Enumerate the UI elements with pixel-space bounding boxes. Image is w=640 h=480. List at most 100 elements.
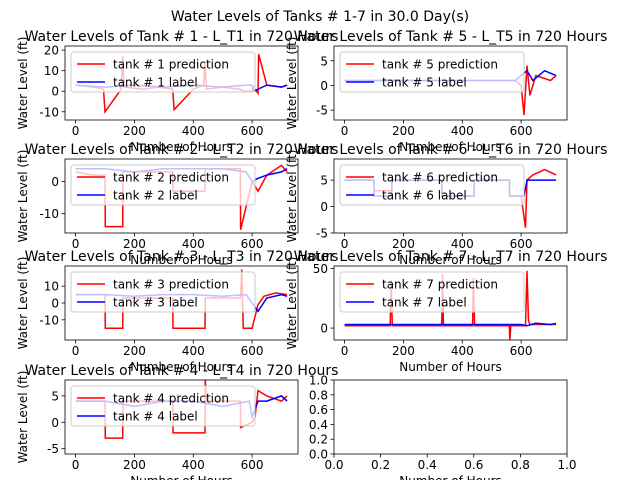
legend-label: tank # 1 prediction [113,58,229,72]
y-tick-label: 0.8 [309,388,328,402]
x-tick-label: 600 [510,344,533,358]
y-tick-label: 10 [44,64,59,78]
legend-label: tank # 7 label [382,296,467,310]
x-axis-label: Number of Hours [130,253,233,267]
x-tick-label: 0 [341,237,349,251]
legend-label: tank # 4 label [113,410,198,424]
x-tick-label: 0 [72,124,80,138]
subplot-title: Water Levels of Tank # 4 - L_T4 in 720 H… [25,363,339,379]
legend-box [70,385,256,427]
y-tick-label: -10 [39,207,59,221]
x-tick-label: 200 [123,344,146,358]
y-tick-label: 0 [320,79,328,93]
y-tick-label: -5 [47,442,59,456]
y-tick-label: 0 [51,297,59,311]
y-axis-label: Water Level (ft) [16,37,30,130]
legend-label: tank # 7 prediction [382,278,498,292]
y-tick-label: 0 [51,416,59,430]
x-tick-label: 400 [451,344,474,358]
x-axis-label: Number of Hours [399,253,502,267]
figure-suptitle: Water Levels of Tanks # 1-7 in 30.0 Day(… [171,9,469,25]
x-tick-label: 200 [123,237,146,251]
x-tick-label: 600 [510,237,533,251]
axes-frame [64,45,299,121]
y-tick-label: 20 [44,44,59,58]
x-tick-label: 600 [241,344,264,358]
x-tick-label: 0 [72,458,80,472]
legend-label: tank # 3 prediction [113,278,229,292]
subplot-2: tank # 5 prediction tank # 5 label 0 200 400… [285,29,607,154]
y-tick-label: 0 [320,200,328,214]
y-tick-label: 0 [51,85,59,99]
subplot-3: tank # 2 prediction tank # 2 label 0 200 400… [16,142,338,267]
x-tick-label: 400 [182,237,205,251]
axes-frame [333,45,568,121]
y-tick-label: -5 [316,104,328,118]
x-tick-label: 0 [341,124,349,138]
y-tick-label: 1.0 [309,374,328,388]
y-tick-label: 10 [44,280,59,294]
series-line-label [344,322,557,327]
y-tick-label: 0.2 [309,433,328,447]
x-axis-label: Number of Hours [399,360,502,374]
axes-frame [333,379,568,455]
x-tick-label: 0.2 [371,458,390,472]
subplot-6: tank # 7 prediction tank # 7 label 0 200 400… [285,249,607,374]
x-tick-label: 600 [241,237,264,251]
x-tick-label: 200 [392,237,415,251]
subplot-title: Water Levels of Tank # 7 - L_T7 in 720 H… [294,249,608,265]
subplot-title: Water Levels of Tank # 6 - L_T6 in 720 H… [294,142,608,158]
legend-label: tank # 3 label [113,296,198,310]
x-tick-label: 400 [451,237,474,251]
x-axis-label: Number of Hours [130,360,233,374]
y-tick-label: 5 [320,54,328,68]
series-line-prediction [75,269,288,329]
subplot-title: Water Levels of Tank # 2 - L_T2 in 720 H… [25,142,339,158]
x-tick-label: 400 [182,124,205,138]
x-tick-label: 0.4 [418,458,437,472]
y-tick-label: -10 [39,105,59,119]
axes-frame [333,265,568,341]
axes-frame [64,379,299,455]
y-tick-label: 0 [320,322,328,336]
legend-label: tank # 5 label [382,76,467,90]
legend-label: tank # 2 prediction [113,171,229,185]
subplot-5: tank # 3 prediction tank # 3 label 0 200 400… [16,249,338,374]
legend-label: tank # 4 prediction [113,392,229,406]
subplot-title: Water Levels of Tank # 5 - L_T5 in 720 H… [294,29,608,45]
y-axis-label: Water Level (ft) [16,371,30,464]
x-tick-label: 400 [182,458,205,472]
axes-frame [64,158,299,234]
x-tick-label: 200 [392,344,415,358]
legend-box [70,271,256,313]
y-tick-label: 0.0 [309,448,328,462]
legend-label: tank # 2 label [113,189,198,203]
y-axis-label: Water Level (ft) [285,150,299,243]
legend-label: tank # 5 prediction [382,58,498,72]
x-axis-label: Number of Hours [399,140,502,154]
subplot-4: tank # 6 prediction tank # 6 label 0 200 400… [285,142,607,267]
x-tick-label: 0.6 [464,458,483,472]
subplot-8: 0.00.20.40.60.81.00.00.20.40.60.81.0Numb… [309,374,577,480]
x-tick-label: 0.0 [324,458,343,472]
x-axis-label: Number of Hours [130,474,233,480]
x-tick-label: 400 [182,344,205,358]
x-tick-label: 1.0 [557,458,576,472]
y-tick-label: 0 [51,175,59,189]
legend-box [339,164,525,206]
y-axis-label: Water Level (ft) [16,257,30,350]
y-axis-label: Water Level (ft) [285,257,299,350]
y-tick-label: 50 [313,262,328,276]
y-tick-label: -5 [316,227,328,241]
x-tick-label: 400 [451,124,474,138]
subplot-7: tank # 4 prediction tank # 4 label 0 200 400… [16,363,338,480]
y-tick-label: -10 [39,313,59,327]
legend-box [70,51,256,93]
legend-box [339,51,525,93]
x-tick-label: 0 [72,237,80,251]
legend-label: tank # 6 prediction [382,171,498,185]
x-tick-label: 200 [123,124,146,138]
legend-label: tank # 1 label [113,76,198,90]
legend-box [339,271,525,313]
